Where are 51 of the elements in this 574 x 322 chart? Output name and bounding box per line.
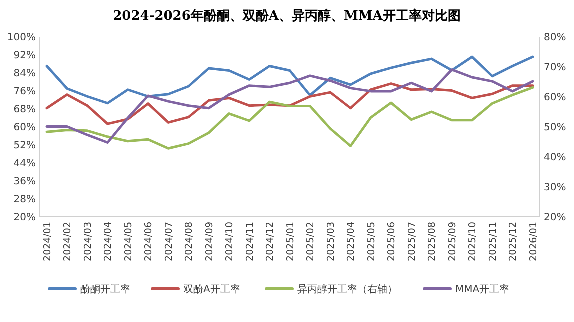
y-tick-label: 76%	[14, 86, 36, 98]
x-tick-label: 2025/06	[386, 222, 398, 262]
y-tick-label: 20%	[14, 212, 36, 224]
y-tick-label: 52%	[14, 140, 36, 152]
legend-label: MMA开工率	[456, 284, 510, 296]
x-tick-label: 2024/03	[82, 222, 94, 262]
y-tick-label: 68%	[14, 104, 36, 116]
x-tick-label: 2025/11	[488, 222, 499, 262]
x-tick-label: 2024/06	[144, 222, 155, 262]
x-tick-label: 2024/02	[62, 222, 74, 262]
y-tick-label: 44%	[14, 158, 36, 170]
y2-tick-label: 70%	[544, 62, 566, 74]
x-tick-label: 2025/08	[427, 222, 438, 262]
y-tick-label: 100%	[7, 32, 36, 44]
y-tick-label: 92%	[14, 50, 36, 62]
x-tick-label: 2025/12	[508, 222, 520, 262]
x-tick-label: 2024/12	[265, 222, 276, 262]
legend-label: 酚酮开工率	[80, 284, 130, 296]
y-tick-label: 36%	[14, 176, 36, 188]
line-series	[46, 68, 534, 144]
y2-tick-label: 40%	[544, 152, 566, 164]
x-tick-label: 2024/04	[103, 222, 114, 262]
x-tick-label: 2024/10	[224, 222, 236, 262]
x-tick-label: 2025/01	[285, 222, 296, 262]
y2-tick-label: 20%	[544, 212, 566, 224]
x-tick-label: 2024/01	[42, 222, 54, 262]
x-tick-label: 2024/08	[184, 222, 196, 262]
y2-tick-label: 50%	[544, 122, 566, 134]
x-tick-label: 2024/05	[123, 222, 134, 262]
x-tick-label: 2024/07	[164, 222, 175, 262]
x-tick-label: 2025/03	[326, 222, 337, 262]
y-tick-label: 28%	[14, 194, 36, 206]
legend-label: 双酚A开工率	[184, 284, 240, 296]
x-tick-label: 2025/02	[306, 222, 317, 262]
x-tick-label: 2025/07	[406, 222, 418, 262]
y2-tick-label: 80%	[544, 32, 566, 44]
line-series	[46, 56, 534, 105]
legend-label: 异丙醇开工率（右轴）	[298, 284, 398, 296]
y-tick-label: 60%	[14, 122, 36, 134]
x-tick-label: 2025/05	[366, 222, 378, 262]
x-tick-label: 2025/09	[447, 222, 458, 262]
y-tick-label: 84%	[14, 68, 36, 80]
x-tick-label: 2025/10	[468, 222, 479, 262]
x-tick-label: 2025/04	[346, 222, 358, 262]
chart-title: 2024-2026年酚酮、双酚A、异丙醇、MMA开工率对比图	[113, 8, 461, 24]
x-tick-label: 2024/09	[204, 222, 216, 262]
x-tick-label: 2024/11	[244, 222, 256, 262]
line-series	[46, 86, 534, 150]
y2-tick-label: 30%	[544, 182, 566, 194]
x-tick-label: 2026/01	[528, 222, 540, 262]
y2-tick-label: 60%	[544, 92, 566, 104]
